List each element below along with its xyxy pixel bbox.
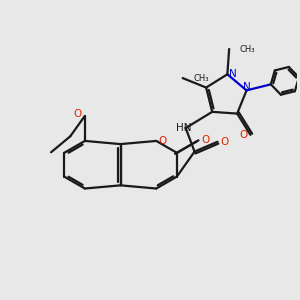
- Text: N: N: [243, 82, 250, 92]
- Text: HN: HN: [176, 123, 192, 133]
- Text: O: O: [74, 109, 82, 118]
- Text: CH₃: CH₃: [239, 45, 255, 54]
- Text: O: O: [201, 135, 209, 145]
- Text: O: O: [240, 130, 248, 140]
- Text: CH₃: CH₃: [193, 74, 209, 83]
- Text: O: O: [159, 136, 167, 146]
- Text: N: N: [229, 69, 236, 79]
- Text: O: O: [220, 137, 228, 147]
